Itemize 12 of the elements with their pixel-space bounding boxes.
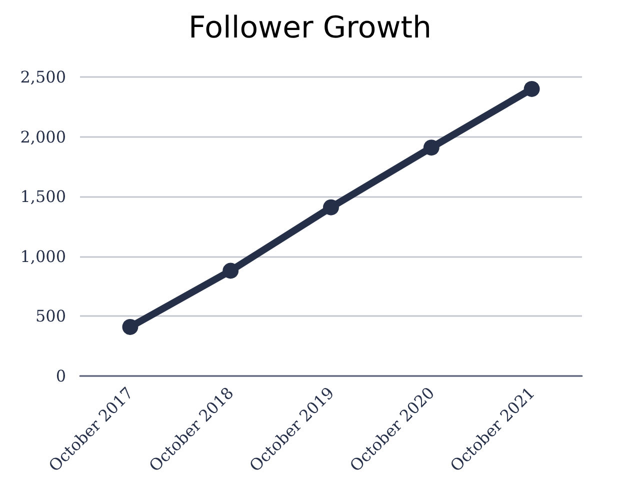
y-tick-label: 2,500 bbox=[20, 68, 66, 86]
point bbox=[323, 199, 339, 216]
y-tick-label: 500 bbox=[35, 306, 66, 326]
point bbox=[122, 318, 138, 335]
point bbox=[524, 80, 540, 97]
y-tick-label: 0 bbox=[56, 366, 66, 386]
y-tick-label: 1,000 bbox=[20, 246, 66, 266]
point bbox=[423, 140, 440, 156]
y-tick-label: 1,500 bbox=[20, 187, 66, 206]
chart-title: Follower Growth bbox=[188, 10, 432, 46]
point bbox=[222, 262, 239, 279]
y-tick-label: 2,000 bbox=[20, 127, 66, 146]
